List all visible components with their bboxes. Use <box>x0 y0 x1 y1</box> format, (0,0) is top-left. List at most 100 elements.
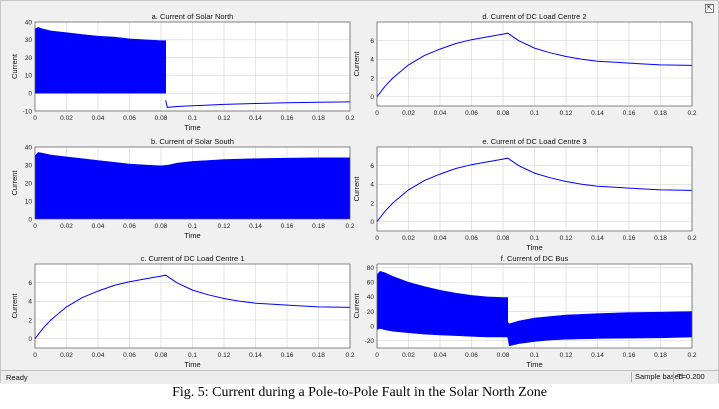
x-tick-label: 0.2 <box>687 235 696 242</box>
x-tick-label: 0.14 <box>249 115 262 122</box>
x-tick-label: 0.12 <box>560 352 573 359</box>
y-tick-label: 80 <box>367 265 375 272</box>
current-trace-line <box>377 32 692 98</box>
y-tick-label: 0 <box>28 91 32 98</box>
y-tick-label: 2 <box>370 75 374 82</box>
y-tick-label: 6 <box>370 38 374 45</box>
plot-title: d. Current of DC Load Centre 2 <box>482 12 586 21</box>
plot-frame <box>34 146 351 220</box>
x-tick-label: 0 <box>33 115 37 122</box>
x-tick-label: 0.2 <box>345 352 354 359</box>
plot-panel-c: 0 0.02 0.04 0.06 0.08 0.1 0.12 0.14 0.16 0.18 0.2 0… <box>10 254 355 369</box>
x-tick-label: 0.2 <box>687 352 696 359</box>
y-tick-label: 20 <box>25 55 33 62</box>
y-tick-label: 40 <box>25 144 33 151</box>
y-tick-label: 0 <box>370 323 374 330</box>
y-axis-label: Current <box>352 176 361 202</box>
simulation-time-indicator: T=0.200 <box>673 372 708 382</box>
x-tick-label: 0.04 <box>92 115 105 122</box>
x-tick-label: 0.02 <box>60 115 73 122</box>
x-axis-label: Time <box>184 123 200 132</box>
x-tick-label: 0.04 <box>92 352 105 359</box>
status-ready-text: Ready <box>6 373 28 382</box>
x-tick-label: 0 <box>375 352 379 359</box>
x-tick-label: 0 <box>375 110 379 117</box>
x-tick-label: 0.08 <box>155 352 168 359</box>
plot-panel-a: 0 0.02 0.04 0.06 0.08 0.1 0.12 0.14 0.16 0.18 0.2 -… <box>10 12 355 132</box>
x-tick-label: 0.14 <box>249 352 262 359</box>
x-tick-label: 0.16 <box>281 352 294 359</box>
plot-title: c. Current of DC Load Centre 1 <box>141 254 245 263</box>
x-tick-label: 0.06 <box>465 235 478 242</box>
x-tick-label: 0.14 <box>591 110 604 117</box>
x-tick-label: 0.16 <box>623 235 636 242</box>
x-tick-label: 0.12 <box>560 235 573 242</box>
x-tick-label: 0.2 <box>345 223 354 230</box>
x-tick-label: 0.12 <box>560 110 573 117</box>
y-axis-label: Current <box>10 53 19 79</box>
y-tick-label: 0 <box>28 336 32 343</box>
x-tick-label: 0 <box>33 223 37 230</box>
plot-title: a. Current of Solar North <box>152 12 234 21</box>
y-tick-label: 30 <box>25 162 33 169</box>
y-axis-label: Current <box>10 293 19 319</box>
plot-frame <box>376 21 693 107</box>
plot-frame <box>34 21 351 112</box>
current-oscillation-band <box>507 311 692 347</box>
x-tick-label: 0.12 <box>218 223 231 230</box>
current-oscillation-band <box>35 152 350 219</box>
current-trace-line <box>35 274 350 340</box>
x-axis-label: Time <box>526 243 542 252</box>
plot-title: b. Current of Solar South <box>151 137 234 146</box>
current-trace-line <box>165 100 350 108</box>
x-tick-label: 0.06 <box>465 110 478 117</box>
x-tick-label: 0.16 <box>623 352 636 359</box>
current-oscillation-band <box>35 26 166 94</box>
x-tick-label: 0.02 <box>60 352 73 359</box>
plot-frame <box>34 263 351 349</box>
x-tick-label: 0 <box>33 352 37 359</box>
plot-panel-e: 0 0.02 0.04 0.06 0.08 0.1 0.12 0.14 0.16 0.18 0.2 0… <box>352 137 697 252</box>
y-tick-label: 0 <box>370 94 374 101</box>
figure-caption: Fig. 5: Current during a Pole-to-Pole Fa… <box>172 385 547 400</box>
x-tick-label: 0.04 <box>434 235 447 242</box>
y-tick-label: 4 <box>370 182 374 189</box>
x-tick-label: 0.04 <box>92 223 105 230</box>
plot-frame <box>376 263 693 349</box>
x-tick-label: 0.02 <box>402 235 415 242</box>
y-tick-label: 2 <box>28 317 32 324</box>
scope-window: ⇱ 0 0.02 0.04 0.06 0.08 0.1 0.12 0.14 0.16 0.18 0.… <box>0 0 719 384</box>
plot-panel-f: 0 0.02 0.04 0.06 0.08 0.1 0.12 0.14 0.16 0.18 0.2 -… <box>352 254 697 369</box>
x-tick-label: 0.02 <box>402 110 415 117</box>
x-axis-label: Time <box>184 231 200 240</box>
y-tick-label: 2 <box>370 200 374 207</box>
x-tick-label: 0.1 <box>188 223 197 230</box>
plot-title: f. Current of DC Bus <box>501 254 569 263</box>
x-tick-label: 0.14 <box>249 223 262 230</box>
x-tick-label: 0.12 <box>218 115 231 122</box>
x-tick-label: 0.06 <box>123 223 136 230</box>
x-tick-label: 0.02 <box>402 352 415 359</box>
y-axis-label: Current <box>10 170 19 196</box>
x-tick-label: 0.06 <box>123 115 136 122</box>
y-tick-label: 20 <box>367 309 375 316</box>
x-tick-label: 0.18 <box>312 352 325 359</box>
y-tick-label: 10 <box>25 73 33 80</box>
y-axis-label: Current <box>352 51 361 77</box>
x-tick-label: 0.2 <box>345 115 354 122</box>
x-tick-label: 0.16 <box>281 115 294 122</box>
x-tick-label: 0.08 <box>497 352 510 359</box>
plot-frame <box>376 146 693 232</box>
undock-icon[interactable]: ⇱ <box>705 4 714 13</box>
y-tick-label: -10 <box>23 108 33 115</box>
x-tick-label: 0.04 <box>434 110 447 117</box>
scope-plots: 0 0.02 0.04 0.06 0.08 0.1 0.12 0.14 0.16 0.18 0.2-… <box>10 12 697 369</box>
y-tick-label: 6 <box>28 280 32 287</box>
plot-panel-d: 0 0.02 0.04 0.06 0.08 0.1 0.12 0.14 0.16 0.18 0.2 0… <box>352 12 697 117</box>
x-axis-label: Time <box>526 360 542 369</box>
x-tick-label: 0.1 <box>530 110 539 117</box>
x-tick-label: 0.16 <box>281 223 294 230</box>
x-tick-label: 0.1 <box>188 115 197 122</box>
y-tick-label: 4 <box>370 57 374 64</box>
y-tick-label: 40 <box>367 294 375 301</box>
